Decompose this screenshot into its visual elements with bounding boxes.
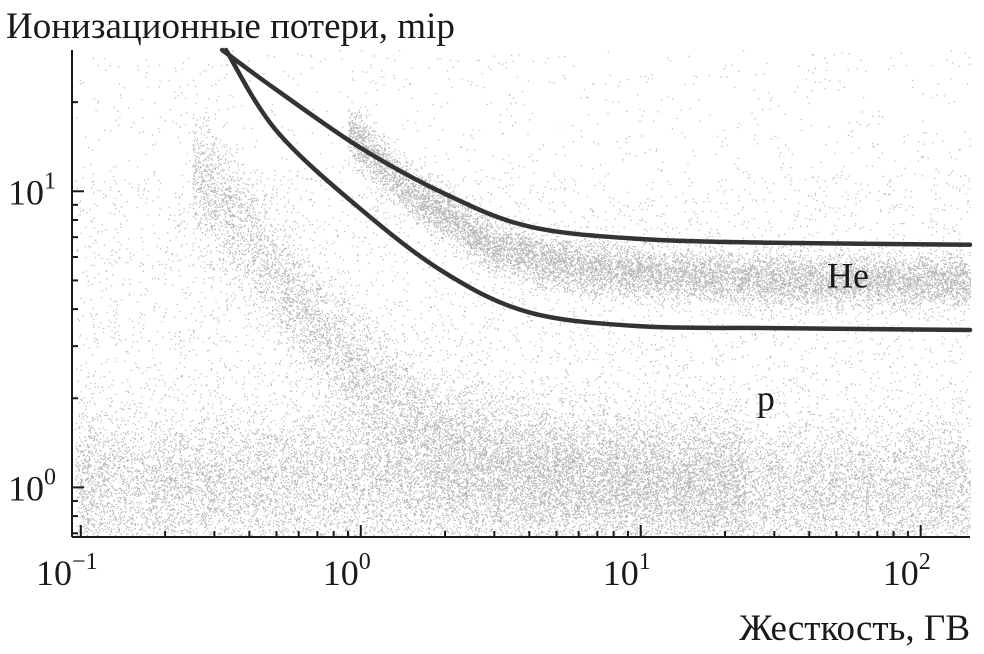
y-tick-exponent: 0	[44, 464, 56, 490]
annotation-p: p	[757, 378, 775, 418]
lower-boundary-curve	[223, 47, 973, 333]
x-tick-label: 101	[603, 549, 651, 593]
x-tick-label: 10−1	[36, 549, 98, 593]
y-tick-label: 100	[8, 464, 56, 508]
annotations: He p	[757, 255, 869, 418]
selection-curves	[219, 47, 973, 333]
upper-boundary-curve	[219, 47, 973, 247]
x-tick-exponent: −1	[72, 549, 98, 575]
annotation-he: He	[827, 255, 869, 295]
y-axis-label: Ионизационные потери, mip	[6, 6, 455, 47]
x-tick-labels: 10−1 100 101 102	[36, 549, 931, 593]
y-tick-labels: 100 101	[8, 168, 56, 508]
axes	[71, 50, 970, 538]
x-tick-label: 102	[883, 549, 931, 593]
x-tick-exponent: 1	[639, 549, 651, 575]
y-tick-label: 101	[8, 168, 56, 212]
x-tick-exponent: 0	[359, 549, 371, 575]
scatter-cloud	[75, 50, 972, 537]
x-tick-label: 100	[323, 549, 371, 593]
y-tick-exponent: 1	[44, 168, 56, 194]
x-axis-label: Жесткость, ГВ	[739, 608, 970, 649]
x-tick-exponent: 2	[919, 549, 931, 575]
scatter-points	[75, 50, 972, 537]
